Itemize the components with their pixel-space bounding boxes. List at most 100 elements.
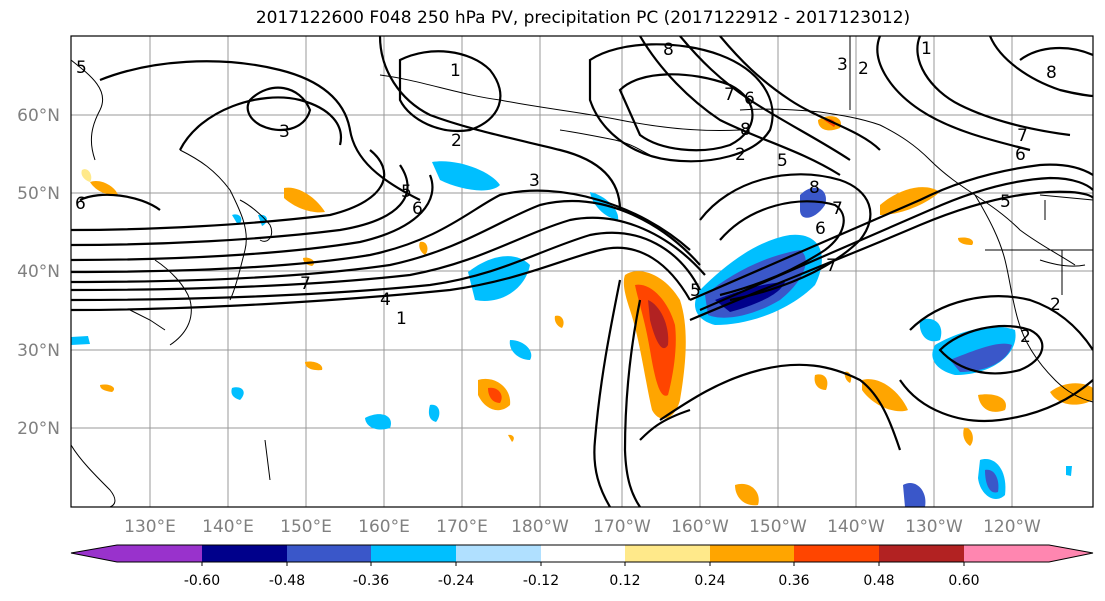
contour-label: 2: [1050, 295, 1061, 315]
positive-precip-patch: [508, 434, 514, 442]
positive-precip-patch: [978, 394, 1006, 412]
colorbar-tick-label: -0.24: [438, 573, 474, 589]
colorbar-segment: [879, 545, 964, 562]
lon-label: 170°W: [593, 517, 651, 537]
positive-precip-patch: [862, 379, 908, 412]
positive-precip-patch: [100, 384, 115, 392]
map-border: [70, 35, 1094, 508]
colorbar-outline: [70, 544, 1094, 563]
longitude-labels: 130°E 140°E 150°E 160°E 170°E 180°W 170°…: [124, 517, 1041, 537]
contour-label: 1: [396, 309, 407, 329]
colorbar-segment: [625, 545, 710, 562]
map-title: 2017122600 F048 250 hPa PV, precipitatio…: [255, 8, 911, 28]
positive-precip-patch: [488, 387, 502, 403]
contour-label: 6: [75, 194, 86, 214]
colorbar-tick-label: 0.36: [778, 573, 809, 589]
negative-precip-patch: [950, 343, 1012, 372]
lat-label: 50°N: [17, 184, 60, 204]
positive-precip-patch: [735, 483, 759, 506]
contour-label: 7: [724, 85, 735, 105]
negative-precip-patch: [919, 318, 942, 342]
latitude-labels: 60°N 50°N 40°N 30°N 20°N: [17, 106, 60, 439]
contour-label: 3: [279, 122, 290, 142]
contour-label: 1: [921, 39, 932, 59]
positive-precip-patch: [305, 361, 323, 371]
lon-label: 160°W: [671, 517, 729, 537]
colorbar-segment: [202, 545, 287, 562]
contour-label: 6: [815, 219, 826, 239]
colorbar-segment: [794, 545, 879, 562]
lon-label: 130°E: [124, 517, 176, 537]
colorbar-segment: [371, 545, 456, 562]
positive-precip-patch: [814, 374, 828, 390]
contour-label: 2: [451, 131, 462, 151]
negative-precip-patch: [231, 387, 244, 400]
pv-contours: [71, 36, 1093, 507]
colorbar-tick-label: -0.48: [269, 573, 305, 589]
contour-label: 7: [1017, 126, 1028, 146]
negative-precip-patch: [71, 336, 90, 345]
contour-label: 8: [1046, 63, 1057, 83]
lon-label: 160°E: [358, 517, 410, 537]
coastlines: [71, 36, 1093, 507]
lon-label: 150°W: [749, 517, 807, 537]
colorbar-tick-label: 0.60: [948, 573, 979, 589]
negative-precip-patch: [468, 256, 530, 301]
positive-precip-patch: [963, 427, 973, 446]
lon-label: 150°E: [280, 517, 332, 537]
contour-label: 1: [450, 61, 461, 81]
negative-precip-patch: [428, 404, 440, 422]
lon-label: 120°W: [983, 517, 1041, 537]
negative-precip-patch: [903, 482, 926, 507]
contour-label: 6: [1015, 145, 1026, 165]
contour-label: 2: [1020, 327, 1031, 347]
contour-label: 7: [826, 256, 837, 276]
contour-label: 8: [740, 120, 751, 140]
contour-label: 2: [735, 145, 746, 165]
lon-label: 140°W: [827, 517, 885, 537]
contour-label: 4: [380, 290, 391, 310]
lat-label: 20°N: [17, 419, 60, 439]
contour-label: 8: [663, 40, 674, 60]
colorbar-tick-label: -0.12: [523, 573, 559, 589]
lat-label: 40°N: [17, 262, 60, 282]
negative-precip-patch: [509, 340, 532, 360]
contour-label: 3: [837, 55, 848, 75]
negative-precip-patch: [432, 161, 500, 191]
negative-precip-patch: [258, 214, 267, 226]
contour-label: 6: [744, 89, 755, 109]
negative-precip-patch: [800, 187, 826, 218]
colorbar-tick-label: -0.60: [184, 573, 220, 589]
contour-label: 6: [412, 199, 423, 219]
negative-precip-patch: [365, 414, 391, 430]
contour-label: 8: [809, 178, 820, 198]
negative-precip-patch: [1066, 466, 1072, 476]
contour-label: 5: [76, 58, 87, 78]
contour-label: 5: [401, 182, 412, 202]
positive-precip-patch: [81, 169, 92, 182]
positive-precip-max: [648, 300, 669, 349]
lon-label: 130°W: [905, 517, 963, 537]
negative-precip-patch: [232, 214, 242, 225]
contour-label: 3: [529, 171, 540, 191]
positive-precip-patch: [284, 187, 325, 213]
lat-label: 30°N: [17, 341, 60, 361]
colorbar: -0.60 -0.48 -0.36 -0.24 -0.12 0.12 0.24 …: [70, 544, 1094, 589]
colorbar-segment: [287, 545, 371, 562]
contour-label: 5: [690, 281, 701, 301]
positive-precip-patch: [880, 187, 940, 215]
colorbar-segment: [71, 545, 202, 562]
contour-label: 5: [1000, 192, 1011, 212]
contour-label: 7: [832, 199, 843, 219]
contour-label: 5: [777, 151, 788, 171]
lon-label: 170°E: [436, 517, 488, 537]
negative-precip-patch: [985, 469, 999, 493]
positive-precip-patch: [554, 315, 564, 328]
lon-label: 180°W: [511, 517, 569, 537]
contour-label: 2: [858, 59, 869, 79]
colorbar-segment: [456, 545, 541, 562]
colorbar-segment: [964, 545, 1093, 562]
colorbar-tick-label: 0.12: [609, 573, 640, 589]
colorbar-tick-label: -0.36: [353, 573, 389, 589]
